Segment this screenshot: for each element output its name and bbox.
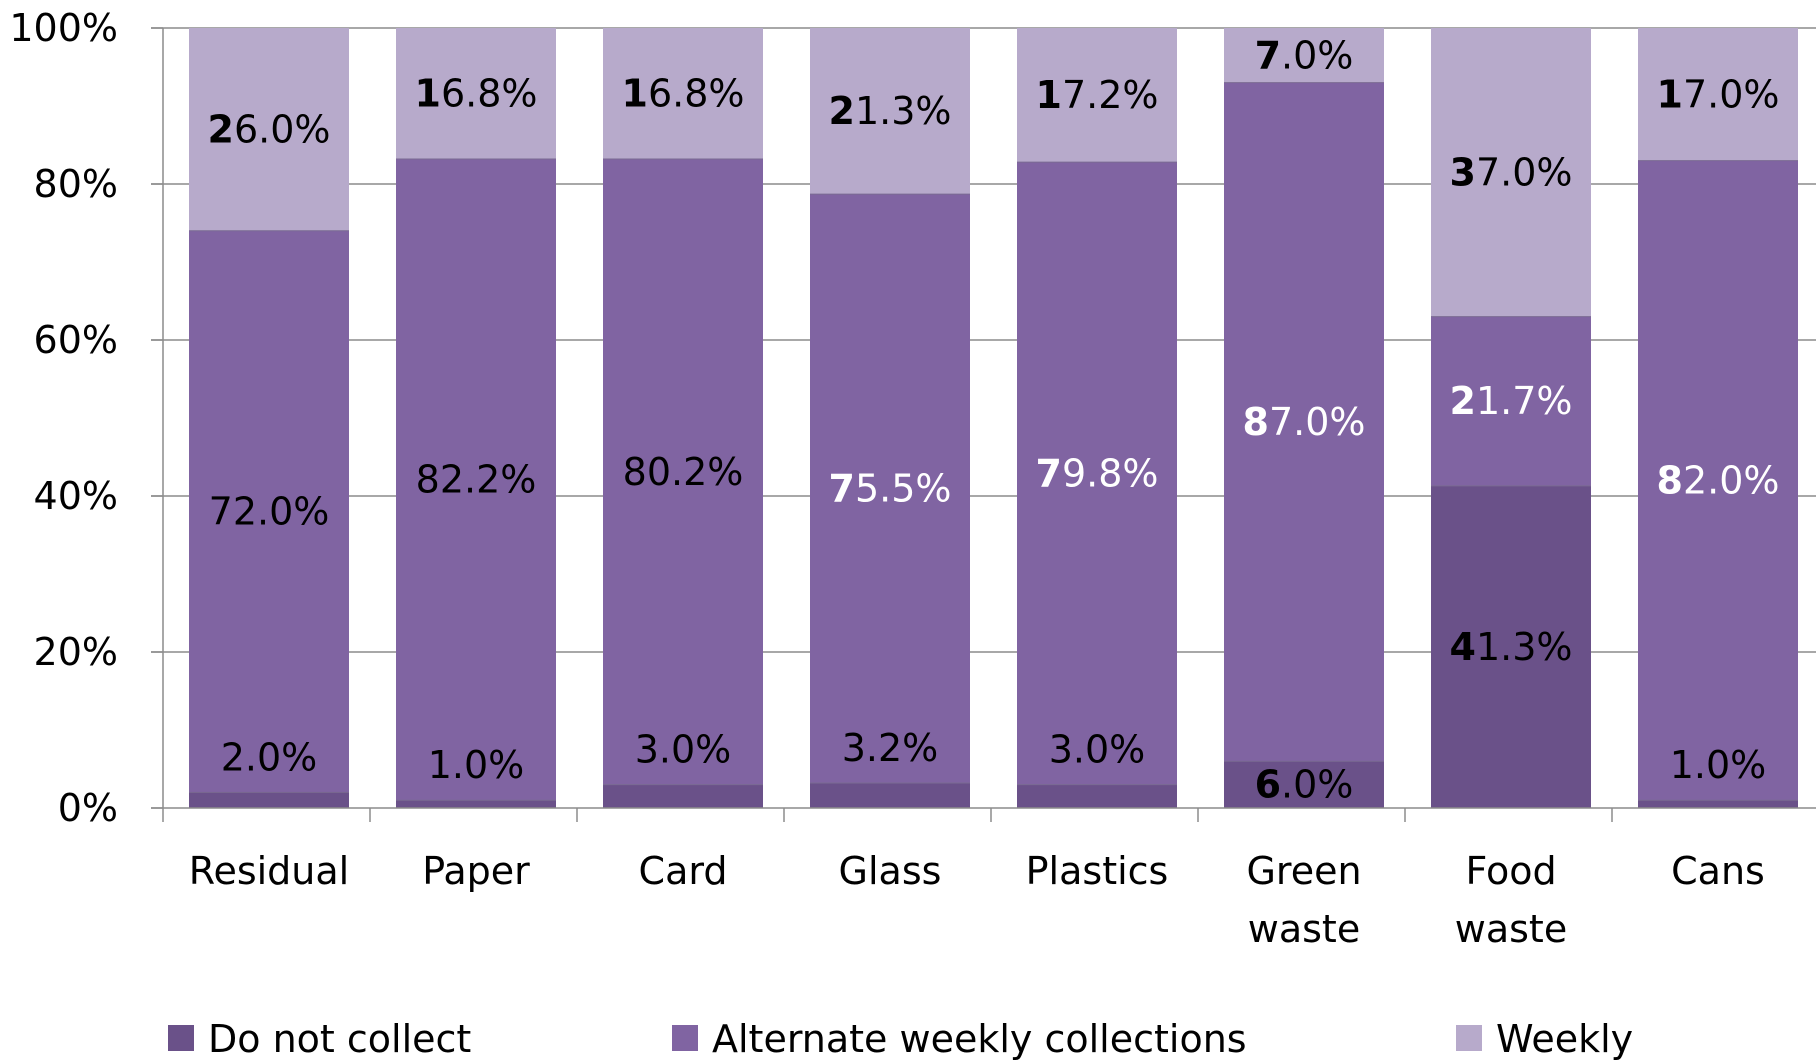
data-label: 79.8% — [1036, 451, 1159, 495]
y-tick-label: 60% — [34, 318, 118, 362]
data-label: 3.0% — [635, 728, 732, 772]
x-tick-label: Residual — [189, 849, 349, 893]
x-tick-label: Cans — [1671, 849, 1765, 893]
y-tick-label: 100% — [9, 6, 118, 50]
x-axis: Residual Paper Card Glass Plastics Green waste… — [151, 807, 1816, 951]
data-label: 26.0% — [208, 107, 331, 151]
data-label: 3.0% — [1049, 728, 1146, 772]
y-tick-label: 0% — [58, 786, 118, 830]
bar-segment — [189, 230, 349, 793]
bar-segment — [1431, 485, 1591, 808]
bar-segment — [603, 28, 763, 160]
bar-segment — [603, 784, 763, 808]
data-label: 16.8% — [622, 72, 745, 116]
data-label: 72.0% — [209, 490, 330, 534]
x-tick-label: waste — [1455, 907, 1567, 951]
x-tick-label: Food — [1465, 849, 1556, 893]
x-tick-label: waste — [1248, 907, 1360, 951]
bar-segment — [1017, 162, 1177, 785]
data-label: 87.0% — [1243, 400, 1366, 444]
bar-segment — [1224, 761, 1384, 808]
x-tick-label: Glass — [839, 849, 942, 893]
legend: Do not collect Alternate weekly collectio… — [168, 1017, 1633, 1060]
legend-label: Alternate weekly collections — [712, 1017, 1247, 1060]
data-label: 37.0% — [1450, 150, 1573, 194]
y-tick-label: 20% — [34, 630, 118, 674]
legend-swatch — [672, 1025, 698, 1051]
data-label: 80.2% — [623, 450, 744, 494]
legend-label: Do not collect — [208, 1017, 471, 1060]
legend-item: Alternate weekly collections — [672, 1017, 1247, 1060]
legend-swatch — [1456, 1025, 1482, 1051]
data-label: 2.0% — [221, 735, 318, 779]
bar-segment — [1017, 784, 1177, 808]
bar-segment — [603, 159, 763, 785]
data-label: 17.2% — [1036, 73, 1159, 117]
data-label: 3.2% — [842, 726, 939, 770]
y-tick-label: 40% — [34, 474, 118, 518]
bar-segment — [1224, 82, 1384, 762]
bar-segment — [396, 159, 556, 801]
x-tick-label: Green — [1246, 849, 1361, 893]
bar-segment — [1431, 28, 1591, 317]
bar-segment — [189, 28, 349, 231]
legend-label: Weekly — [1496, 1017, 1633, 1060]
legend-item: Weekly — [1456, 1017, 1633, 1060]
bar-segment — [1638, 800, 1798, 808]
x-tick-label: Paper — [422, 849, 530, 893]
data-label: 1.0% — [1670, 743, 1767, 787]
data-label: 6.0% — [1255, 763, 1354, 807]
x-tick-label: Card — [639, 849, 728, 893]
data-label: 21.3% — [829, 89, 952, 133]
legend-item: Do not collect — [168, 1017, 471, 1060]
bar-segment — [189, 792, 349, 808]
x-tick-label: Plastics — [1026, 849, 1169, 893]
y-axis: 0% 20% 40% 60% 80% 100% — [9, 6, 163, 830]
bar-segment — [1638, 160, 1798, 801]
bar-segment — [1638, 28, 1798, 161]
bar-segment — [810, 783, 970, 808]
data-label: 75.5% — [829, 467, 952, 511]
bar-segment — [810, 194, 970, 784]
bar-segment — [396, 28, 556, 160]
data-label: 82.0% — [1657, 458, 1780, 502]
y-tick-label: 80% — [34, 162, 118, 206]
data-label: 16.8% — [415, 72, 538, 116]
bar-segment — [1224, 28, 1384, 83]
bar-segment — [396, 800, 556, 808]
data-label: 82.2% — [416, 458, 537, 502]
bar-segment — [810, 28, 970, 195]
data-label: 17.0% — [1657, 72, 1780, 116]
bars — [189, 28, 1798, 808]
bar-segment — [1017, 28, 1177, 163]
bar-segment — [1431, 316, 1591, 486]
data-label: 21.7% — [1450, 379, 1573, 423]
data-label: 7.0% — [1255, 33, 1354, 77]
data-labels: 2.0% 72.0% 26.0% 1.0% 82.2% 16.8% 3.0% 80.2% 16.… — [208, 33, 1780, 806]
legend-swatch — [168, 1025, 194, 1051]
data-label: 1.0% — [428, 743, 525, 787]
data-label: 41.3% — [1450, 625, 1573, 669]
